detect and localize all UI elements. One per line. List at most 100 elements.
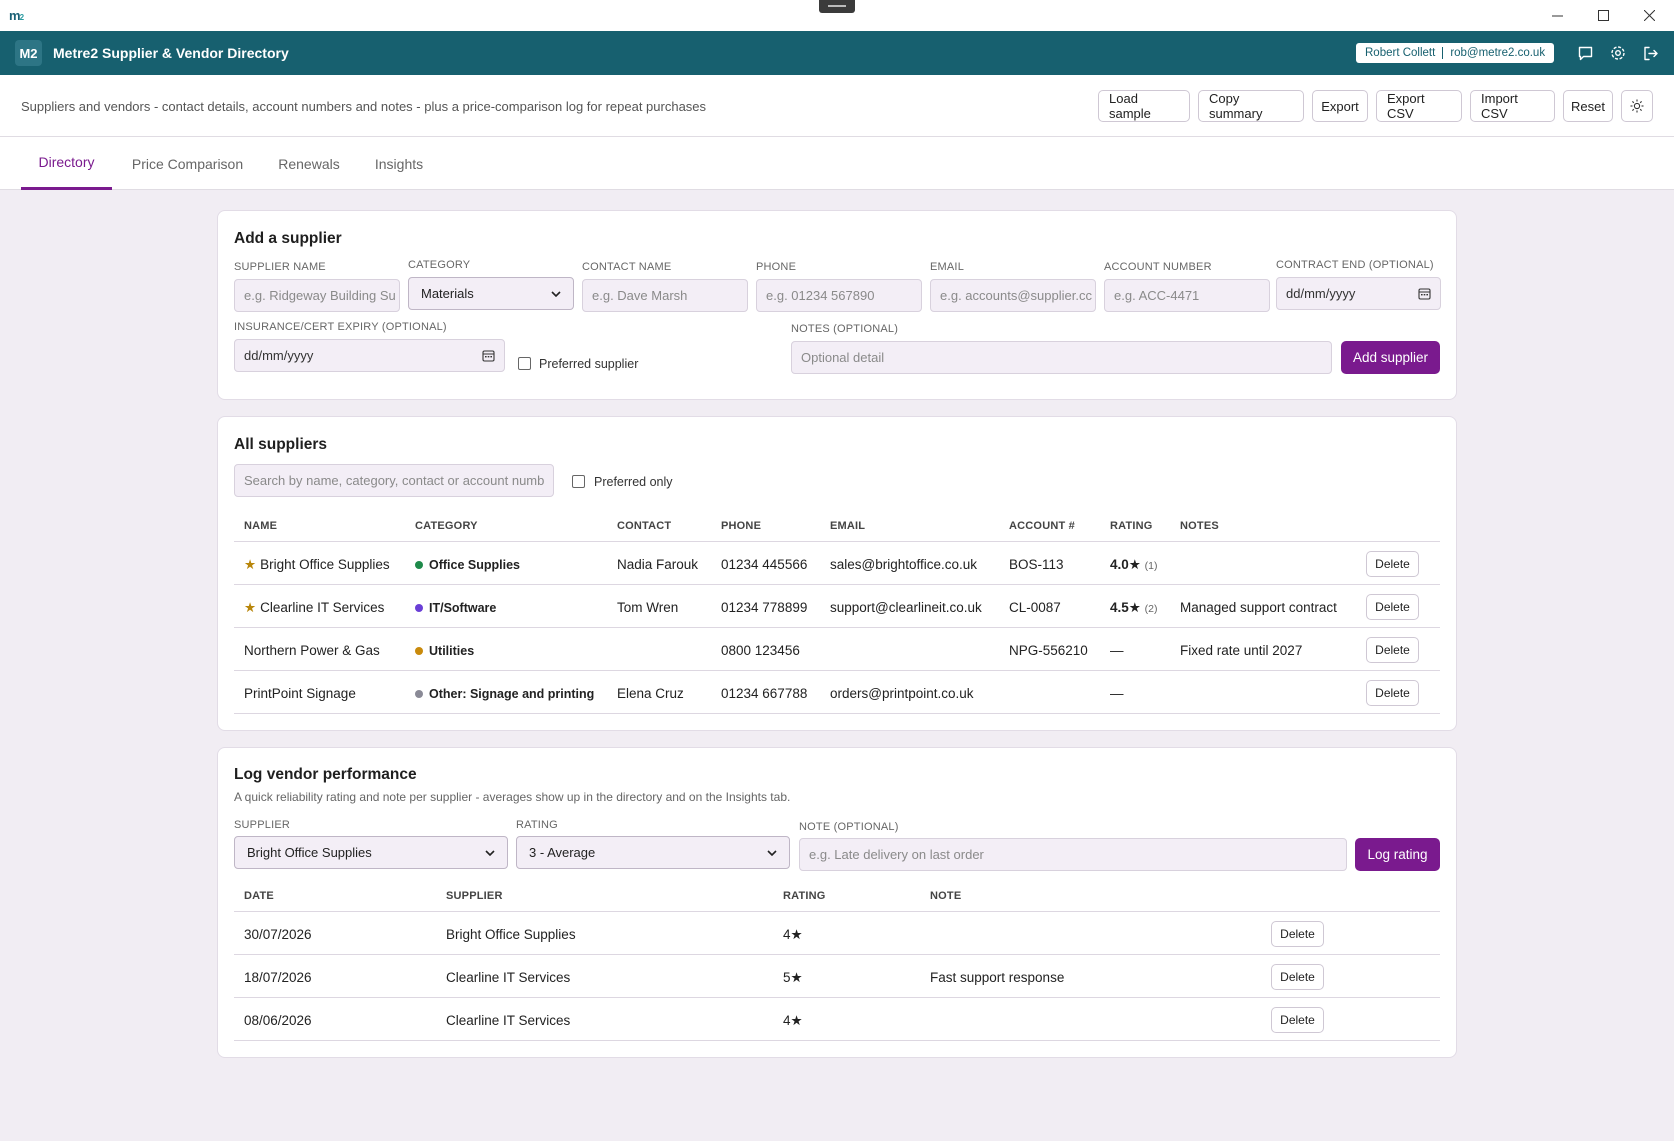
load-sample-button[interactable]: Load sample bbox=[1098, 90, 1190, 122]
tab-price-comparison[interactable]: Price Comparison bbox=[131, 155, 244, 172]
log-note-cell: Fast support response bbox=[930, 970, 1065, 985]
delete-button[interactable]: Delete bbox=[1366, 637, 1419, 663]
insurance-expiry-date-input[interactable]: dd/mm/yyyy bbox=[234, 339, 505, 372]
row-divider bbox=[234, 997, 1440, 998]
table-divider bbox=[234, 541, 1440, 542]
contract-end-label: CONTRACT END (OPTIONAL) bbox=[1276, 259, 1434, 271]
all-suppliers-title: All suppliers bbox=[234, 436, 328, 453]
contract-end-date-input[interactable]: dd/mm/yyyy bbox=[1276, 277, 1441, 310]
all-suppliers-card: All suppliers Search by name, category, … bbox=[217, 416, 1457, 731]
log-rating-button[interactable]: Log rating bbox=[1355, 838, 1440, 871]
email-input[interactable]: e.g. accounts@supplier.cc bbox=[930, 279, 1096, 312]
col-email: EMAIL bbox=[830, 520, 866, 532]
sun-icon bbox=[1630, 99, 1644, 113]
rating-cell: 4.0★ (1) bbox=[1110, 557, 1158, 572]
delete-button[interactable]: Delete bbox=[1366, 680, 1419, 706]
app-header: M2 Metre2 Supplier & Vendor Directory Ro… bbox=[0, 31, 1674, 75]
feedback-icon[interactable] bbox=[1575, 43, 1595, 63]
rating-cell: 4.5★ (2) bbox=[1110, 600, 1158, 615]
drag-handle[interactable] bbox=[819, 0, 855, 13]
delete-button[interactable]: Delete bbox=[1366, 551, 1419, 577]
chevron-down-icon bbox=[551, 290, 561, 297]
phone-cell: 01234 667788 bbox=[721, 686, 808, 701]
close-icon[interactable] bbox=[1626, 0, 1672, 31]
theme-toggle-button[interactable] bbox=[1621, 90, 1653, 122]
col-rating: RATING bbox=[1110, 520, 1153, 532]
copy-summary-button[interactable]: Copy summary bbox=[1198, 90, 1304, 122]
col-phone: PHONE bbox=[721, 520, 762, 532]
log-date-cell: 18/07/2026 bbox=[244, 970, 312, 985]
category-dot-icon bbox=[415, 561, 423, 569]
delete-button[interactable]: Delete bbox=[1271, 921, 1324, 947]
reset-button[interactable]: Reset bbox=[1563, 90, 1613, 122]
minimize-icon[interactable] bbox=[1534, 0, 1580, 31]
delete-button[interactable]: Delete bbox=[1271, 1007, 1324, 1033]
add-supplier-button[interactable]: Add supplier bbox=[1341, 341, 1440, 374]
tab-directory[interactable]: Directory bbox=[21, 137, 112, 190]
supplier-name-cell: PrintPoint Signage bbox=[244, 686, 356, 701]
col-name: NAME bbox=[244, 520, 278, 532]
export-button[interactable]: Export bbox=[1312, 90, 1368, 122]
supplier-name-cell: ★ Clearline IT Services bbox=[244, 600, 385, 615]
log-rating-cell: 4★ bbox=[783, 1013, 803, 1028]
divider bbox=[1442, 47, 1444, 59]
perf-rating-label: RATING bbox=[516, 819, 558, 831]
phone-input[interactable]: e.g. 01234 567890 bbox=[756, 279, 922, 312]
log-supplier-cell: Clearline IT Services bbox=[446, 970, 571, 985]
email-cell: sales@brightoffice.co.uk bbox=[830, 557, 978, 572]
supplier-name-input[interactable]: e.g. Ridgeway Building Su bbox=[234, 279, 400, 312]
delete-button[interactable]: Delete bbox=[1271, 964, 1324, 990]
log-date-cell: 08/06/2026 bbox=[244, 1013, 312, 1028]
tab-renewals[interactable]: Renewals bbox=[278, 155, 340, 172]
app-badge: M2 bbox=[15, 40, 42, 66]
email-label: EMAIL bbox=[930, 261, 965, 273]
preferred-supplier-checkbox[interactable] bbox=[518, 357, 531, 370]
vendor-performance-card: Log vendor performance A quick reliabili… bbox=[217, 747, 1457, 1058]
category-label: CATEGORY bbox=[408, 259, 471, 271]
vendor-performance-subtitle: A quick reliability rating and note per … bbox=[234, 790, 791, 804]
user-pill[interactable]: Robert Collett rob@metre2.co.uk bbox=[1356, 43, 1555, 63]
logout-icon[interactable] bbox=[1640, 43, 1660, 63]
supplier-name-cell: Northern Power & Gas bbox=[244, 643, 380, 658]
perf-supplier-select[interactable]: Bright Office Supplies bbox=[234, 836, 508, 869]
preferred-only-checkbox[interactable] bbox=[572, 475, 585, 488]
col-account: ACCOUNT # bbox=[1009, 520, 1075, 532]
toolbar: Suppliers and vendors - contact details,… bbox=[0, 75, 1674, 137]
log-rating-cell: 4★ bbox=[783, 927, 803, 942]
tab-insights[interactable]: Insights bbox=[374, 155, 424, 172]
phone-cell: 0800 123456 bbox=[721, 643, 800, 658]
chevron-down-icon bbox=[767, 849, 777, 856]
account-number-label: ACCOUNT NUMBER bbox=[1104, 261, 1212, 273]
category-dot-icon bbox=[415, 604, 423, 612]
insurance-expiry-value: dd/mm/yyyy bbox=[244, 348, 314, 363]
toolbar-description: Suppliers and vendors - contact details,… bbox=[21, 99, 707, 114]
notes-input[interactable]: Optional detail bbox=[791, 341, 1332, 374]
email-cell: orders@printpoint.co.uk bbox=[830, 686, 974, 701]
import-csv-button[interactable]: Import CSV bbox=[1470, 90, 1555, 122]
app-logo-icon: m2 bbox=[9, 8, 24, 23]
perf-note-input[interactable]: e.g. Late delivery on last order bbox=[799, 838, 1347, 871]
contact-name-input[interactable]: e.g. Dave Marsh bbox=[582, 279, 748, 312]
app-title: Metre2 Supplier & Vendor Directory bbox=[53, 45, 289, 61]
rating-cell: — bbox=[1110, 643, 1124, 658]
account-number-input[interactable]: e.g. ACC-4471 bbox=[1104, 279, 1270, 312]
perf-note-label: NOTE (OPTIONAL) bbox=[799, 821, 899, 833]
table-divider bbox=[234, 911, 1440, 912]
settings-gear-icon[interactable] bbox=[1608, 43, 1628, 63]
log-date-cell: 30/07/2026 bbox=[244, 927, 312, 942]
col-contact: CONTACT bbox=[617, 520, 672, 532]
row-divider bbox=[234, 584, 1440, 585]
category-select[interactable]: Materials bbox=[408, 277, 574, 310]
account-cell: NPG-556210 bbox=[1009, 643, 1088, 658]
delete-button[interactable]: Delete bbox=[1366, 594, 1419, 620]
contact-cell: Tom Wren bbox=[617, 600, 679, 615]
log-supplier-cell: Clearline IT Services bbox=[446, 1013, 571, 1028]
export-csv-button[interactable]: Export CSV bbox=[1376, 90, 1462, 122]
perf-rating-select[interactable]: 3 - Average bbox=[516, 836, 790, 869]
col-date: DATE bbox=[244, 890, 274, 902]
contact-cell: Nadia Farouk bbox=[617, 557, 699, 572]
supplier-search-input[interactable]: Search by name, category, contact or acc… bbox=[234, 464, 554, 497]
maximize-icon[interactable] bbox=[1580, 0, 1626, 31]
preferred-star-icon: ★ bbox=[244, 557, 257, 572]
account-cell: CL-0087 bbox=[1009, 600, 1061, 615]
